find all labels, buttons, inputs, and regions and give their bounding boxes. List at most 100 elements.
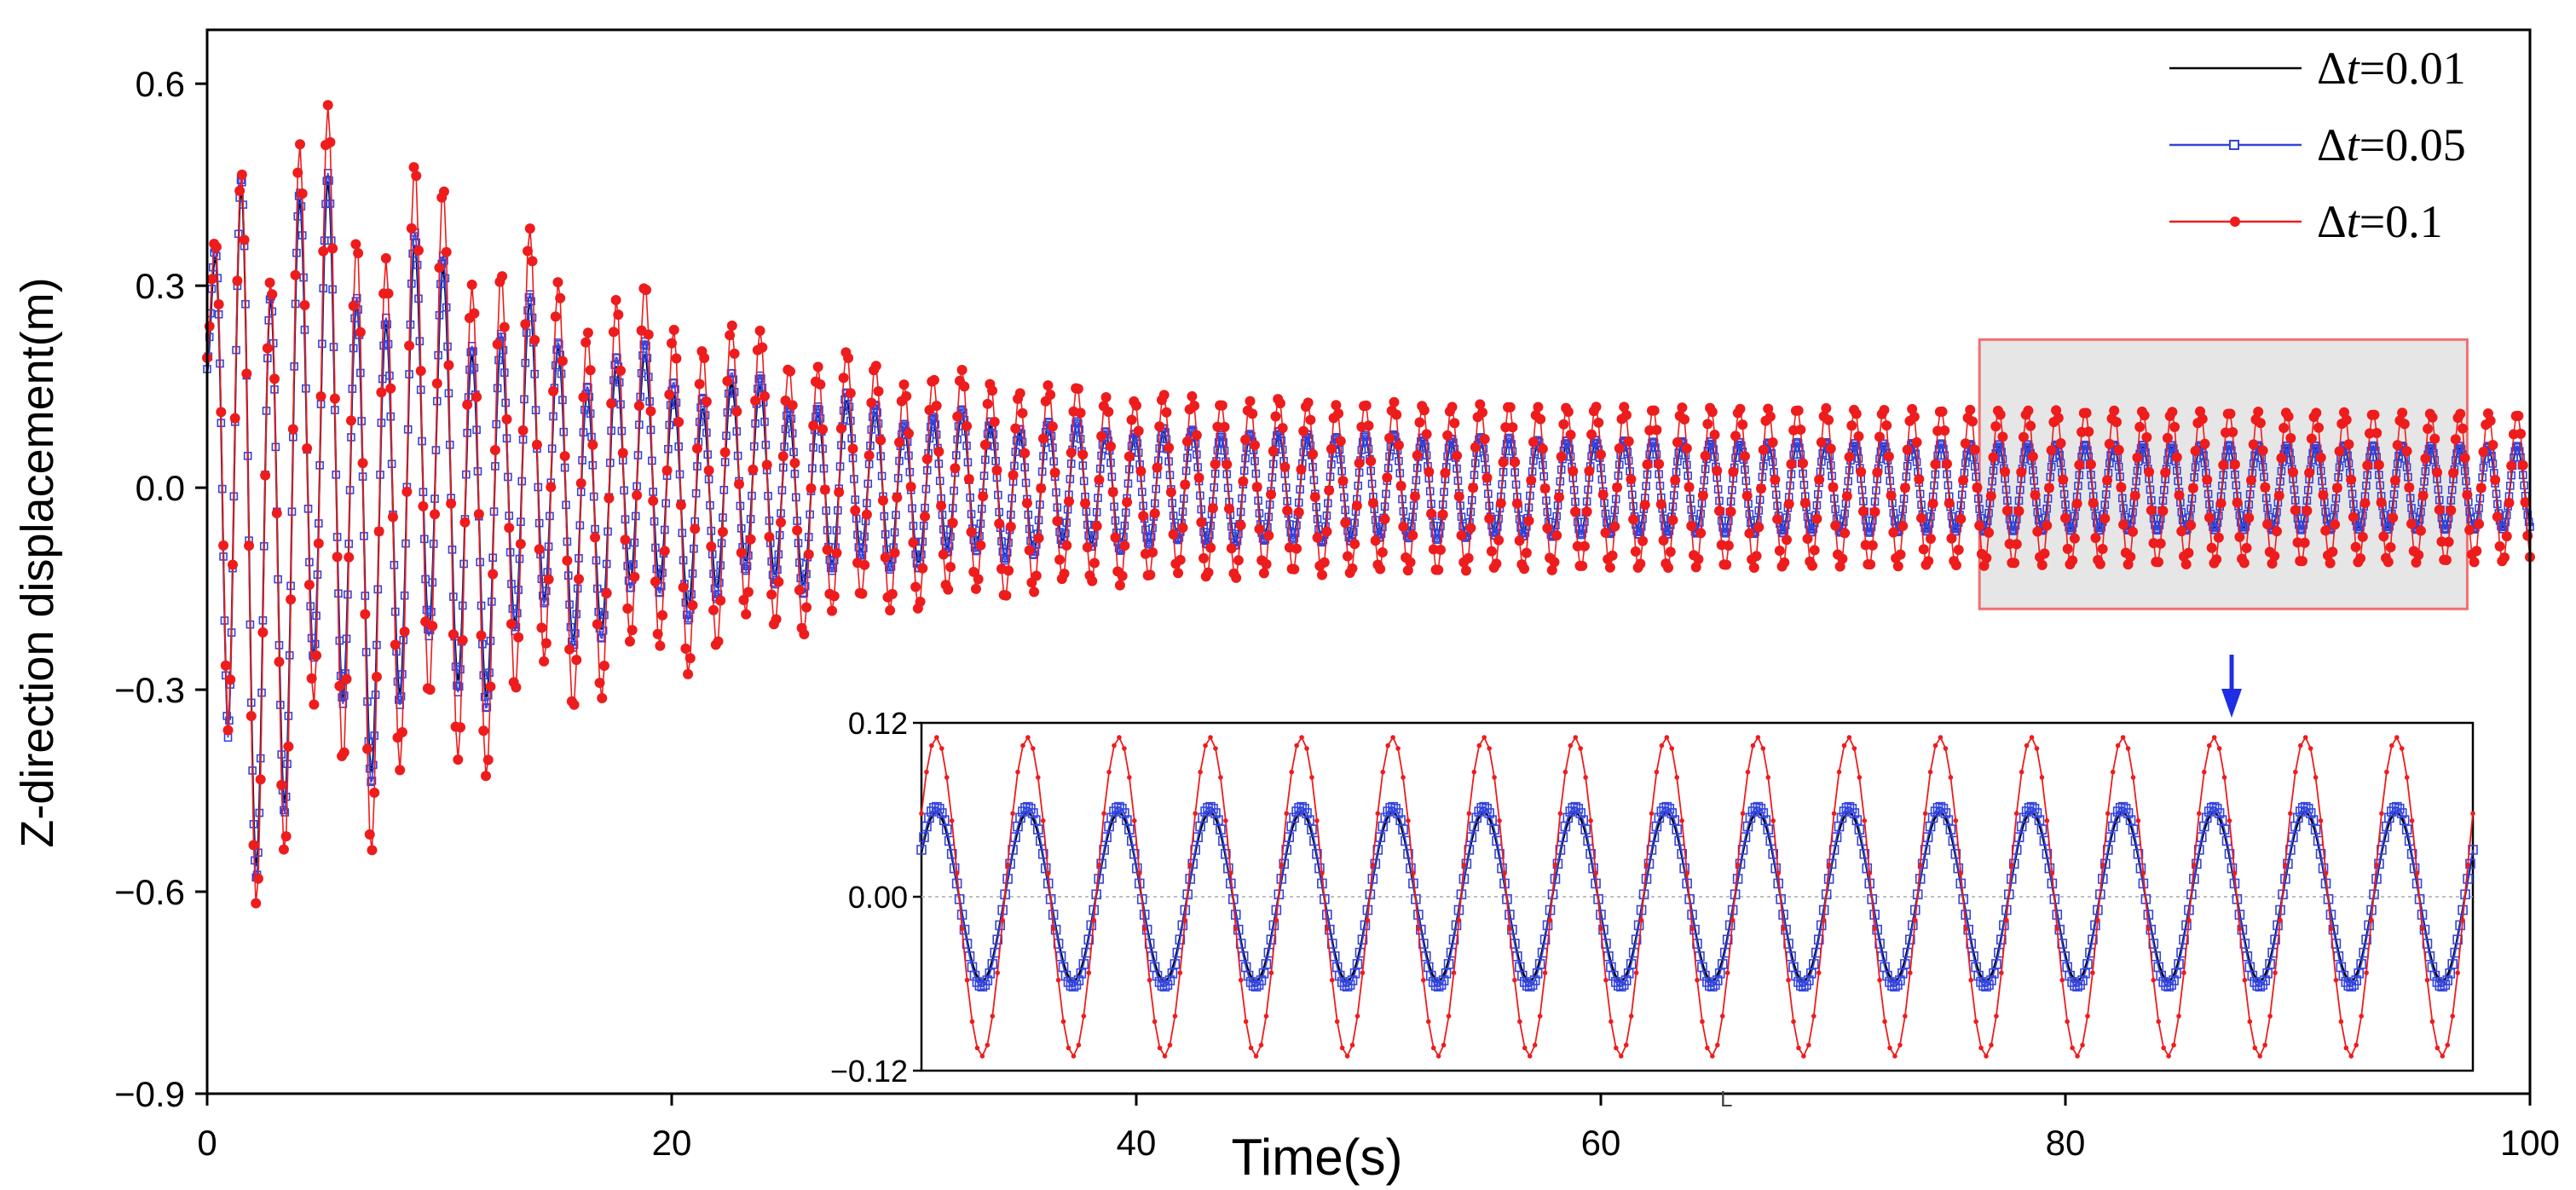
series-2-point	[1984, 527, 1995, 538]
series-2-point	[536, 622, 547, 633]
series-1-point	[293, 211, 303, 221]
inset-series-2-point	[1304, 746, 1309, 751]
stray-tick-label: L	[1720, 1086, 1732, 1112]
inset-series-2-point	[1943, 746, 1949, 751]
inset-series-1-point	[1981, 981, 1991, 992]
series-2-point	[2227, 426, 2238, 437]
series-2-point	[748, 464, 759, 475]
series-1-point	[679, 556, 688, 565]
series-2-point	[1670, 475, 1681, 486]
series-2-point	[645, 406, 656, 417]
series-1-point	[1278, 445, 1287, 454]
series-1-point	[1853, 447, 1862, 455]
series-2-point	[1231, 572, 1242, 583]
series-2-point	[819, 484, 830, 495]
series-2-point	[1114, 580, 1125, 591]
inset-series-1-point	[1352, 959, 1363, 969]
inset-series-1-point	[2310, 824, 2321, 835]
inset-series-1-point	[1339, 980, 1350, 991]
inset-series-1-point	[2262, 968, 2273, 979]
series-2-point	[1770, 474, 1781, 485]
inset-series-2-point	[2307, 746, 2313, 751]
inset-series-2-point	[1568, 742, 1574, 748]
series-2-point	[1138, 511, 1149, 522]
inset-series-2-point	[2232, 870, 2238, 876]
series-2-point	[794, 585, 805, 596]
inset-series-2-point	[1948, 775, 1954, 780]
series-2-point	[348, 300, 359, 311]
series-2-point	[1553, 492, 1564, 503]
series-2-point	[2348, 511, 2359, 523]
series-1-point	[754, 384, 762, 393]
inset-series-1-point	[1185, 874, 1196, 884]
series-2-point	[945, 562, 956, 573]
series-2-point	[684, 653, 696, 664]
inset-series-2-point	[1826, 862, 1832, 868]
series-2-point	[2434, 504, 2445, 515]
series-2-point	[675, 500, 686, 511]
series-2-point	[1607, 550, 1618, 561]
inset-series-2-point	[1325, 926, 1330, 932]
inset-series-2-point	[2070, 1045, 2075, 1051]
series-1-point	[975, 532, 984, 540]
series-1-point	[2215, 511, 2223, 520]
series-1-point	[412, 238, 421, 247]
series-2-point	[1279, 461, 1291, 472]
inset-series-2-point	[2394, 735, 2400, 740]
inset-series-2-point	[2054, 926, 2060, 932]
series-2-point	[396, 727, 407, 738]
inset-series-1-point	[1996, 934, 2007, 945]
series-2-point	[427, 621, 438, 632]
inset-series-1-point	[2361, 934, 2371, 945]
series-2-point	[2036, 559, 2048, 570]
series-1-point	[1011, 448, 1020, 456]
series-2-point	[889, 547, 900, 558]
series-1-point	[1350, 518, 1359, 528]
inset-series-2-point	[1198, 769, 1203, 775]
series-1-point	[1638, 514, 1647, 523]
series-2-point	[222, 725, 234, 736]
series-2-point	[1879, 405, 1890, 416]
series-2-point	[1651, 425, 1662, 436]
series-2-point	[963, 474, 974, 485]
series-2-point	[515, 539, 526, 550]
inset-series-2-point	[2328, 926, 2334, 932]
series-2-point	[1758, 444, 1769, 455]
series-2-point	[1528, 436, 1539, 448]
inset-series-1-point	[1887, 980, 1897, 991]
inset-series-2-point	[1050, 926, 1056, 932]
inset-series-1-point	[2110, 812, 2121, 823]
series-2-point	[2471, 546, 2482, 557]
inset-series-1-point	[1707, 981, 1718, 992]
series-2-point	[390, 639, 401, 650]
series-2-point	[831, 547, 842, 558]
series-1-point	[2012, 515, 2021, 523]
series-2-point	[287, 424, 298, 435]
series-1-point	[1551, 521, 1560, 529]
series-1-point	[795, 558, 804, 567]
inset-series-1-point	[2115, 802, 2126, 813]
series-2-point	[659, 546, 670, 557]
series-2-point	[713, 636, 724, 647]
series-2-point	[1546, 564, 1557, 575]
inset-series-2-point	[1349, 1043, 1355, 1048]
series-2-point	[757, 342, 768, 353]
inset-series-1-point	[2189, 874, 2199, 884]
series-1-point	[701, 411, 710, 419]
series-2-point	[683, 668, 694, 679]
inset-series-2-point	[1146, 977, 1152, 983]
series-2-point	[232, 275, 243, 286]
inset-series-1-point	[1342, 981, 1353, 992]
inset-series-2-point	[2338, 1019, 2344, 1025]
series-2-point	[408, 162, 419, 173]
series-2-point	[1008, 470, 1019, 481]
series-2-point	[2088, 498, 2099, 509]
inset-series-1-point	[2169, 975, 2179, 985]
inset-series-1-point	[1205, 801, 1216, 812]
series-2-point	[1930, 459, 1941, 470]
series-2-point	[1238, 476, 1249, 487]
inset-series-2-point	[1106, 769, 1112, 775]
inset-series-2-point	[2450, 1014, 2456, 1019]
series-2-point	[1309, 492, 1320, 503]
